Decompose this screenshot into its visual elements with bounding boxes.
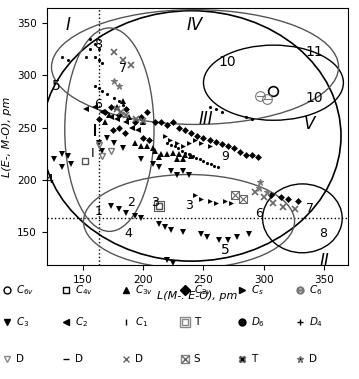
Text: $C_2$: $C_2$ bbox=[75, 315, 88, 329]
Text: S: S bbox=[194, 354, 200, 363]
Text: 6: 6 bbox=[95, 98, 102, 111]
Text: III: III bbox=[199, 110, 213, 128]
Text: 3: 3 bbox=[151, 196, 159, 209]
Text: D: D bbox=[135, 354, 143, 363]
Text: $C_6$: $C_6$ bbox=[309, 283, 322, 297]
Y-axis label: L(E-, M-O), pm: L(E-, M-O), pm bbox=[2, 96, 11, 177]
Text: $C_{2v}$: $C_{2v}$ bbox=[194, 283, 212, 297]
Text: $D_6$: $D_6$ bbox=[251, 315, 265, 329]
Text: 10: 10 bbox=[306, 91, 323, 105]
Text: 11: 11 bbox=[306, 45, 323, 60]
Text: $C_1$: $C_1$ bbox=[135, 315, 148, 329]
Text: I: I bbox=[66, 16, 71, 34]
X-axis label: L(M-. E-O), pm: L(M-. E-O), pm bbox=[157, 291, 238, 301]
Text: $C_{3v}$: $C_{3v}$ bbox=[135, 283, 153, 297]
Text: V: V bbox=[304, 116, 315, 133]
Text: 4: 4 bbox=[45, 173, 53, 186]
Text: 8: 8 bbox=[94, 38, 103, 51]
Text: T: T bbox=[251, 354, 257, 363]
Text: IV: IV bbox=[187, 16, 203, 34]
Text: 8: 8 bbox=[319, 227, 327, 241]
Text: 9: 9 bbox=[221, 150, 229, 163]
Text: 10: 10 bbox=[219, 55, 237, 69]
Text: $D_4$: $D_4$ bbox=[309, 315, 323, 329]
Text: 4: 4 bbox=[125, 227, 132, 241]
Text: 5: 5 bbox=[52, 79, 61, 93]
Text: $C_{4v}$: $C_{4v}$ bbox=[75, 283, 94, 297]
Text: $C_s$: $C_s$ bbox=[251, 283, 264, 297]
Text: 1: 1 bbox=[95, 205, 102, 218]
Text: II: II bbox=[319, 252, 329, 270]
Text: T: T bbox=[194, 317, 200, 327]
Text: D: D bbox=[309, 354, 317, 363]
Text: $C_3$: $C_3$ bbox=[16, 315, 29, 329]
Text: 6: 6 bbox=[255, 207, 263, 219]
Text: D: D bbox=[75, 354, 83, 363]
Text: I: I bbox=[91, 147, 94, 160]
Text: 7: 7 bbox=[306, 202, 314, 215]
Text: 5: 5 bbox=[221, 243, 229, 257]
Text: $C_{6v}$: $C_{6v}$ bbox=[16, 283, 34, 297]
Text: 2: 2 bbox=[127, 196, 135, 209]
Text: D: D bbox=[16, 354, 24, 363]
Text: 3: 3 bbox=[185, 199, 193, 212]
Text: 7: 7 bbox=[119, 62, 127, 75]
